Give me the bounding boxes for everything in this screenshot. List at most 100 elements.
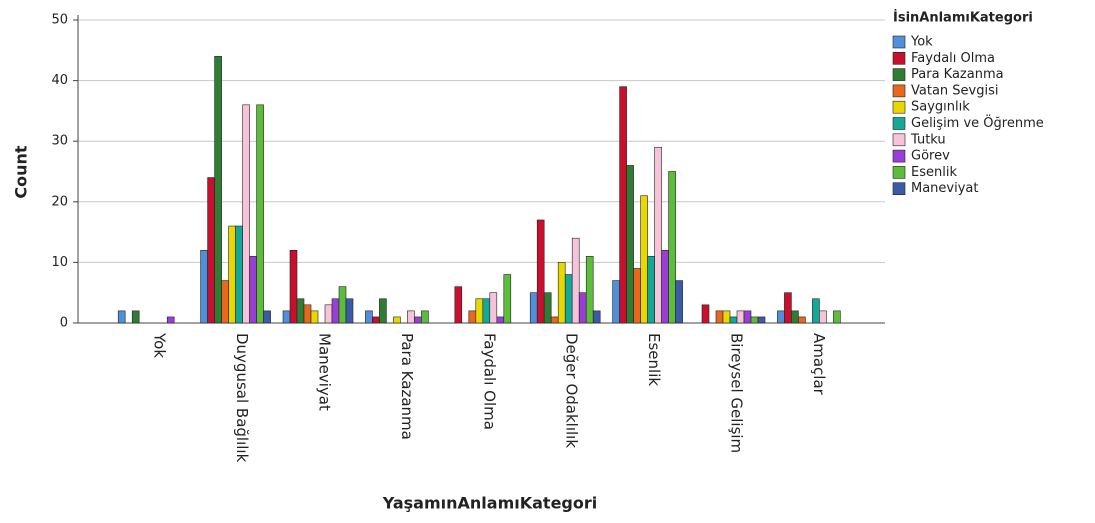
legend-label: Yok (910, 35, 933, 50)
bar (207, 177, 215, 324)
y-tick-label: 10 (51, 255, 68, 270)
x-tick-label: Bireysel Gelişim (728, 333, 746, 453)
bar (557, 262, 566, 324)
bar (729, 316, 738, 324)
y-tick-label: 20 (51, 194, 68, 209)
legend-label: Para Kazanma (911, 67, 1004, 82)
bar (812, 298, 820, 324)
bar (166, 316, 175, 324)
bar (421, 310, 429, 324)
bar (256, 104, 264, 324)
bar (736, 310, 745, 324)
bar (489, 292, 498, 324)
bar (131, 310, 140, 324)
bar (543, 292, 552, 324)
bar (310, 310, 319, 324)
x-tick-label: Para Kazanma (398, 333, 416, 440)
bar (701, 304, 710, 324)
bar (654, 146, 662, 324)
bar (475, 298, 484, 324)
bar (592, 310, 601, 324)
bar (612, 280, 620, 324)
legend-label: Vatan Sevgisi (911, 83, 998, 98)
legend-swatch (892, 68, 906, 81)
bar (214, 56, 222, 324)
bar (303, 304, 312, 324)
bar (407, 310, 415, 324)
x-tick-label: Yok (151, 332, 169, 358)
bar (819, 310, 827, 324)
bar (289, 249, 298, 324)
legend-label: Gelişim ve Öğrenme (911, 114, 1044, 131)
bar (296, 298, 305, 324)
bar (536, 219, 545, 324)
bar (668, 171, 676, 324)
bar (263, 310, 271, 324)
bar (228, 225, 236, 324)
bar (468, 310, 477, 324)
bar (722, 310, 731, 324)
bar (282, 310, 291, 324)
y-tick-label: 0 (60, 316, 68, 331)
legend-title: İsinAnlamıKategori (893, 10, 1033, 26)
bar (338, 286, 347, 324)
bar (200, 249, 208, 324)
bar (784, 292, 792, 324)
bar (529, 292, 538, 324)
bar (331, 298, 340, 324)
bar (571, 237, 580, 324)
bar (324, 304, 333, 324)
bar (647, 256, 655, 324)
bar (798, 316, 806, 324)
legend-swatch (892, 117, 906, 130)
x-tick-label: Amaçlar (810, 333, 828, 396)
legend-swatch (892, 166, 906, 179)
bar (777, 310, 785, 324)
y-tick-label: 30 (51, 134, 68, 149)
legend-label: Görev (911, 149, 950, 164)
bar (454, 286, 463, 324)
bar (393, 316, 401, 324)
bar (675, 280, 683, 324)
bar (365, 310, 373, 324)
bar (743, 310, 752, 324)
bar (585, 256, 594, 324)
x-tick-label: Değer Odaklılık (563, 333, 581, 448)
bar (578, 292, 587, 324)
legend-swatch (892, 182, 906, 195)
bar (117, 310, 126, 324)
bar (661, 249, 669, 324)
x-tick-label: Maneviyat (316, 333, 334, 411)
legend-label: Esenlik (911, 165, 957, 180)
legend-swatch (892, 84, 906, 98)
legend-swatch (892, 35, 906, 49)
y-tick-label: 40 (51, 73, 68, 88)
legend-label: Saygınlık (911, 100, 970, 115)
bar (750, 316, 759, 324)
legend-label: Maneviyat (911, 181, 978, 196)
legend-label: Faydalı Olma (911, 51, 995, 66)
legend-swatch (892, 149, 906, 163)
bar (414, 316, 422, 324)
bar (496, 316, 505, 324)
x-axis-label: YaşamınAnlamıKategori (382, 494, 598, 513)
legend-swatch (892, 51, 906, 65)
bar (550, 316, 559, 324)
legend-label: Tutku (910, 132, 946, 147)
bar (372, 316, 380, 324)
bar (564, 274, 573, 324)
legend-swatch (892, 133, 906, 147)
bar (833, 310, 841, 324)
y-tick-label: 50 (51, 13, 68, 28)
bar (619, 86, 627, 324)
bar (503, 274, 512, 324)
bar (640, 195, 648, 324)
bar (482, 298, 491, 324)
bar (757, 316, 766, 324)
bar (235, 225, 243, 324)
bar (221, 280, 229, 324)
bar (242, 104, 250, 324)
bar (249, 256, 257, 324)
legend-swatch (892, 100, 906, 114)
